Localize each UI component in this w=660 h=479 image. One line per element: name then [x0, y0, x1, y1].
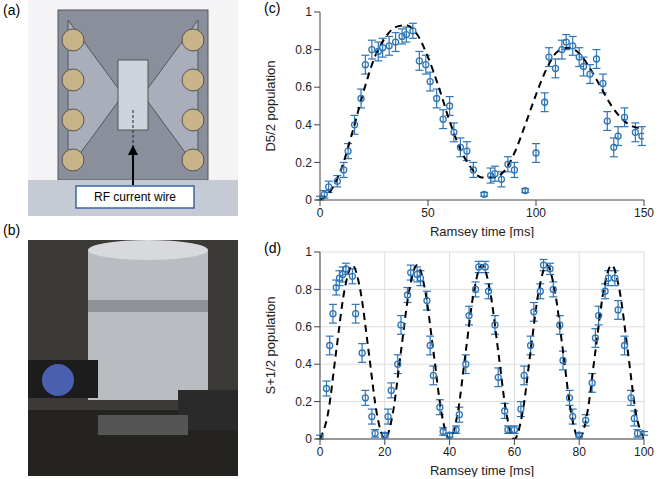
svg-text:0.4: 0.4	[295, 357, 312, 371]
svg-text:50: 50	[421, 206, 435, 220]
svg-text:100: 100	[526, 206, 546, 220]
svg-text:0.8: 0.8	[295, 43, 312, 57]
svg-text:S+1/2 population: S+1/2 population	[263, 297, 278, 395]
html-text:RF current wire: RF current wire	[94, 190, 176, 204]
svg-text:0: 0	[305, 432, 312, 446]
svg-text:D5/2 population: D5/2 population	[263, 60, 278, 151]
svg-text:0: 0	[317, 445, 324, 459]
svg-text:150: 150	[634, 206, 654, 220]
svg-text:1: 1	[305, 5, 312, 19]
svg-text:0.8: 0.8	[295, 283, 312, 297]
svg-text:0: 0	[317, 206, 324, 220]
svg-text:1: 1	[305, 245, 312, 259]
html-text:(b): (b)	[3, 222, 21, 238]
svg-text:Ramsey time [ms]: Ramsey time [ms]	[430, 463, 534, 477]
svg-text:0.6: 0.6	[295, 320, 312, 334]
svg-text:0: 0	[305, 193, 312, 207]
html-text:(a): (a)	[3, 2, 21, 18]
svg-text:Ramsey time [ms]: Ramsey time [ms]	[430, 224, 534, 238]
svg-text:60: 60	[508, 445, 522, 459]
svg-text:100: 100	[634, 445, 654, 459]
svg-text:0.2: 0.2	[295, 395, 312, 409]
svg-text:0.6: 0.6	[295, 80, 312, 94]
svg-text:0.4: 0.4	[295, 118, 312, 132]
svg-text:40: 40	[443, 445, 457, 459]
html-text:(c): (c)	[264, 0, 281, 16]
svg-text:20: 20	[378, 445, 392, 459]
svg-text:80: 80	[573, 445, 587, 459]
svg-text:0.2: 0.2	[295, 156, 312, 170]
html-text:(d): (d)	[264, 240, 282, 256]
